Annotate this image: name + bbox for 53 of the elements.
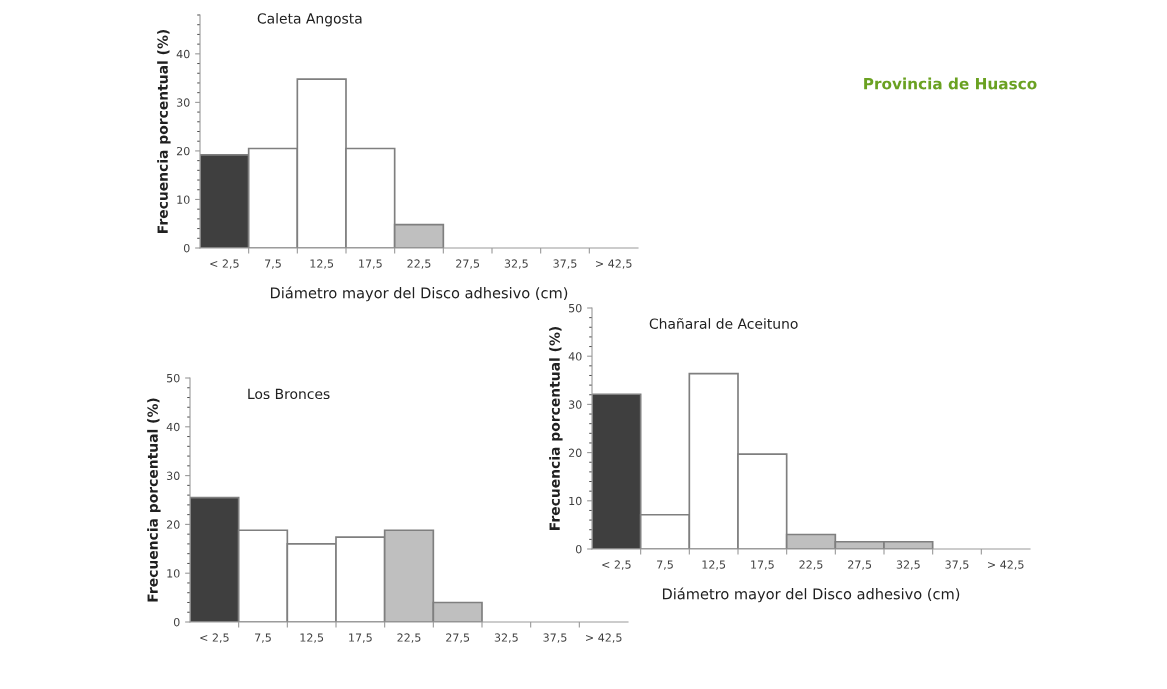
y-tick-label: 20 (176, 146, 190, 156)
chart-title: Caleta Angosta (257, 12, 362, 27)
x-tick-label: 17,5 (359, 259, 382, 269)
x-tick-label: 27,5 (446, 633, 470, 643)
y-tick-label: 50 (569, 303, 582, 313)
x-tick-label: 27,5 (848, 560, 872, 570)
x-tick-label: > 42,5 (586, 633, 622, 643)
x-tick-label: 17,5 (751, 560, 774, 570)
y-tick-label: 20 (568, 448, 582, 457)
x-tick-label: 32,5 (896, 560, 920, 570)
y-tick-label: 0 (183, 243, 190, 253)
y-axis-title: Frecuencia porcentual (%) (157, 29, 171, 233)
y-tick-label: 0 (173, 617, 180, 627)
x-tick-label: < 2,5 (200, 633, 229, 643)
x-tick-label: 37,5 (945, 560, 969, 570)
x-tick-label: 27,5 (456, 259, 480, 269)
y-axis-title: Frecuencia porcentual (%) (147, 398, 161, 602)
y-tick-label: 40 (568, 352, 582, 361)
y-tick-label: 50 (167, 373, 180, 383)
x-tick-label: 22,5 (799, 560, 823, 570)
x-tick-label: 17,5 (349, 633, 372, 643)
y-tick-label: 30 (166, 471, 180, 480)
x-tick-label: 7,5 (657, 560, 673, 570)
x-tick-label: 22,5 (397, 633, 421, 643)
y-tick-label: 20 (166, 520, 180, 529)
x-tick-label: 7,5 (255, 633, 271, 643)
y-tick-label: 40 (166, 422, 180, 432)
y-tick-label: 40 (176, 49, 190, 59)
x-axis-title: Diámetro mayor del Disco adhesivo (cm) (270, 286, 568, 302)
x-tick-label: 37,5 (543, 633, 567, 643)
y-tick-label: 30 (176, 98, 190, 107)
y-tick-label: 0 (575, 544, 582, 554)
x-tick-label: 37,5 (553, 259, 577, 269)
x-tick-label: < 2,5 (210, 259, 239, 269)
x-tick-label: 12,5 (310, 259, 334, 269)
text: Los Bronces (248, 388, 330, 400)
x-tick-label: 7,5 (265, 259, 281, 269)
x-tick-label: < 2,5 (602, 560, 631, 570)
y-tick-label: 10 (177, 195, 190, 204)
x-tick-label: 12,5 (702, 560, 726, 570)
x-tick-label: > 42,5 (988, 560, 1024, 570)
x-tick-label: 12,5 (300, 633, 324, 643)
x-axis-title: Diámetro mayor del Disco adhesivo (cm) (662, 587, 960, 603)
x-tick-label: 32,5 (494, 633, 518, 643)
y-tick-label: 30 (568, 400, 582, 409)
y-tick-label: 10 (167, 569, 180, 578)
x-tick-label: 32,5 (504, 259, 528, 269)
text: Chañaral de Aceituno (649, 317, 798, 329)
x-tick-label: > 42,5 (596, 259, 632, 269)
y-tick-label: 10 (569, 496, 582, 506)
text: Provincia de Huasco (864, 77, 1037, 90)
x-tick-label: 22,5 (407, 259, 431, 269)
y-axis-title: Frecuencia porcentual (%) (549, 326, 563, 530)
